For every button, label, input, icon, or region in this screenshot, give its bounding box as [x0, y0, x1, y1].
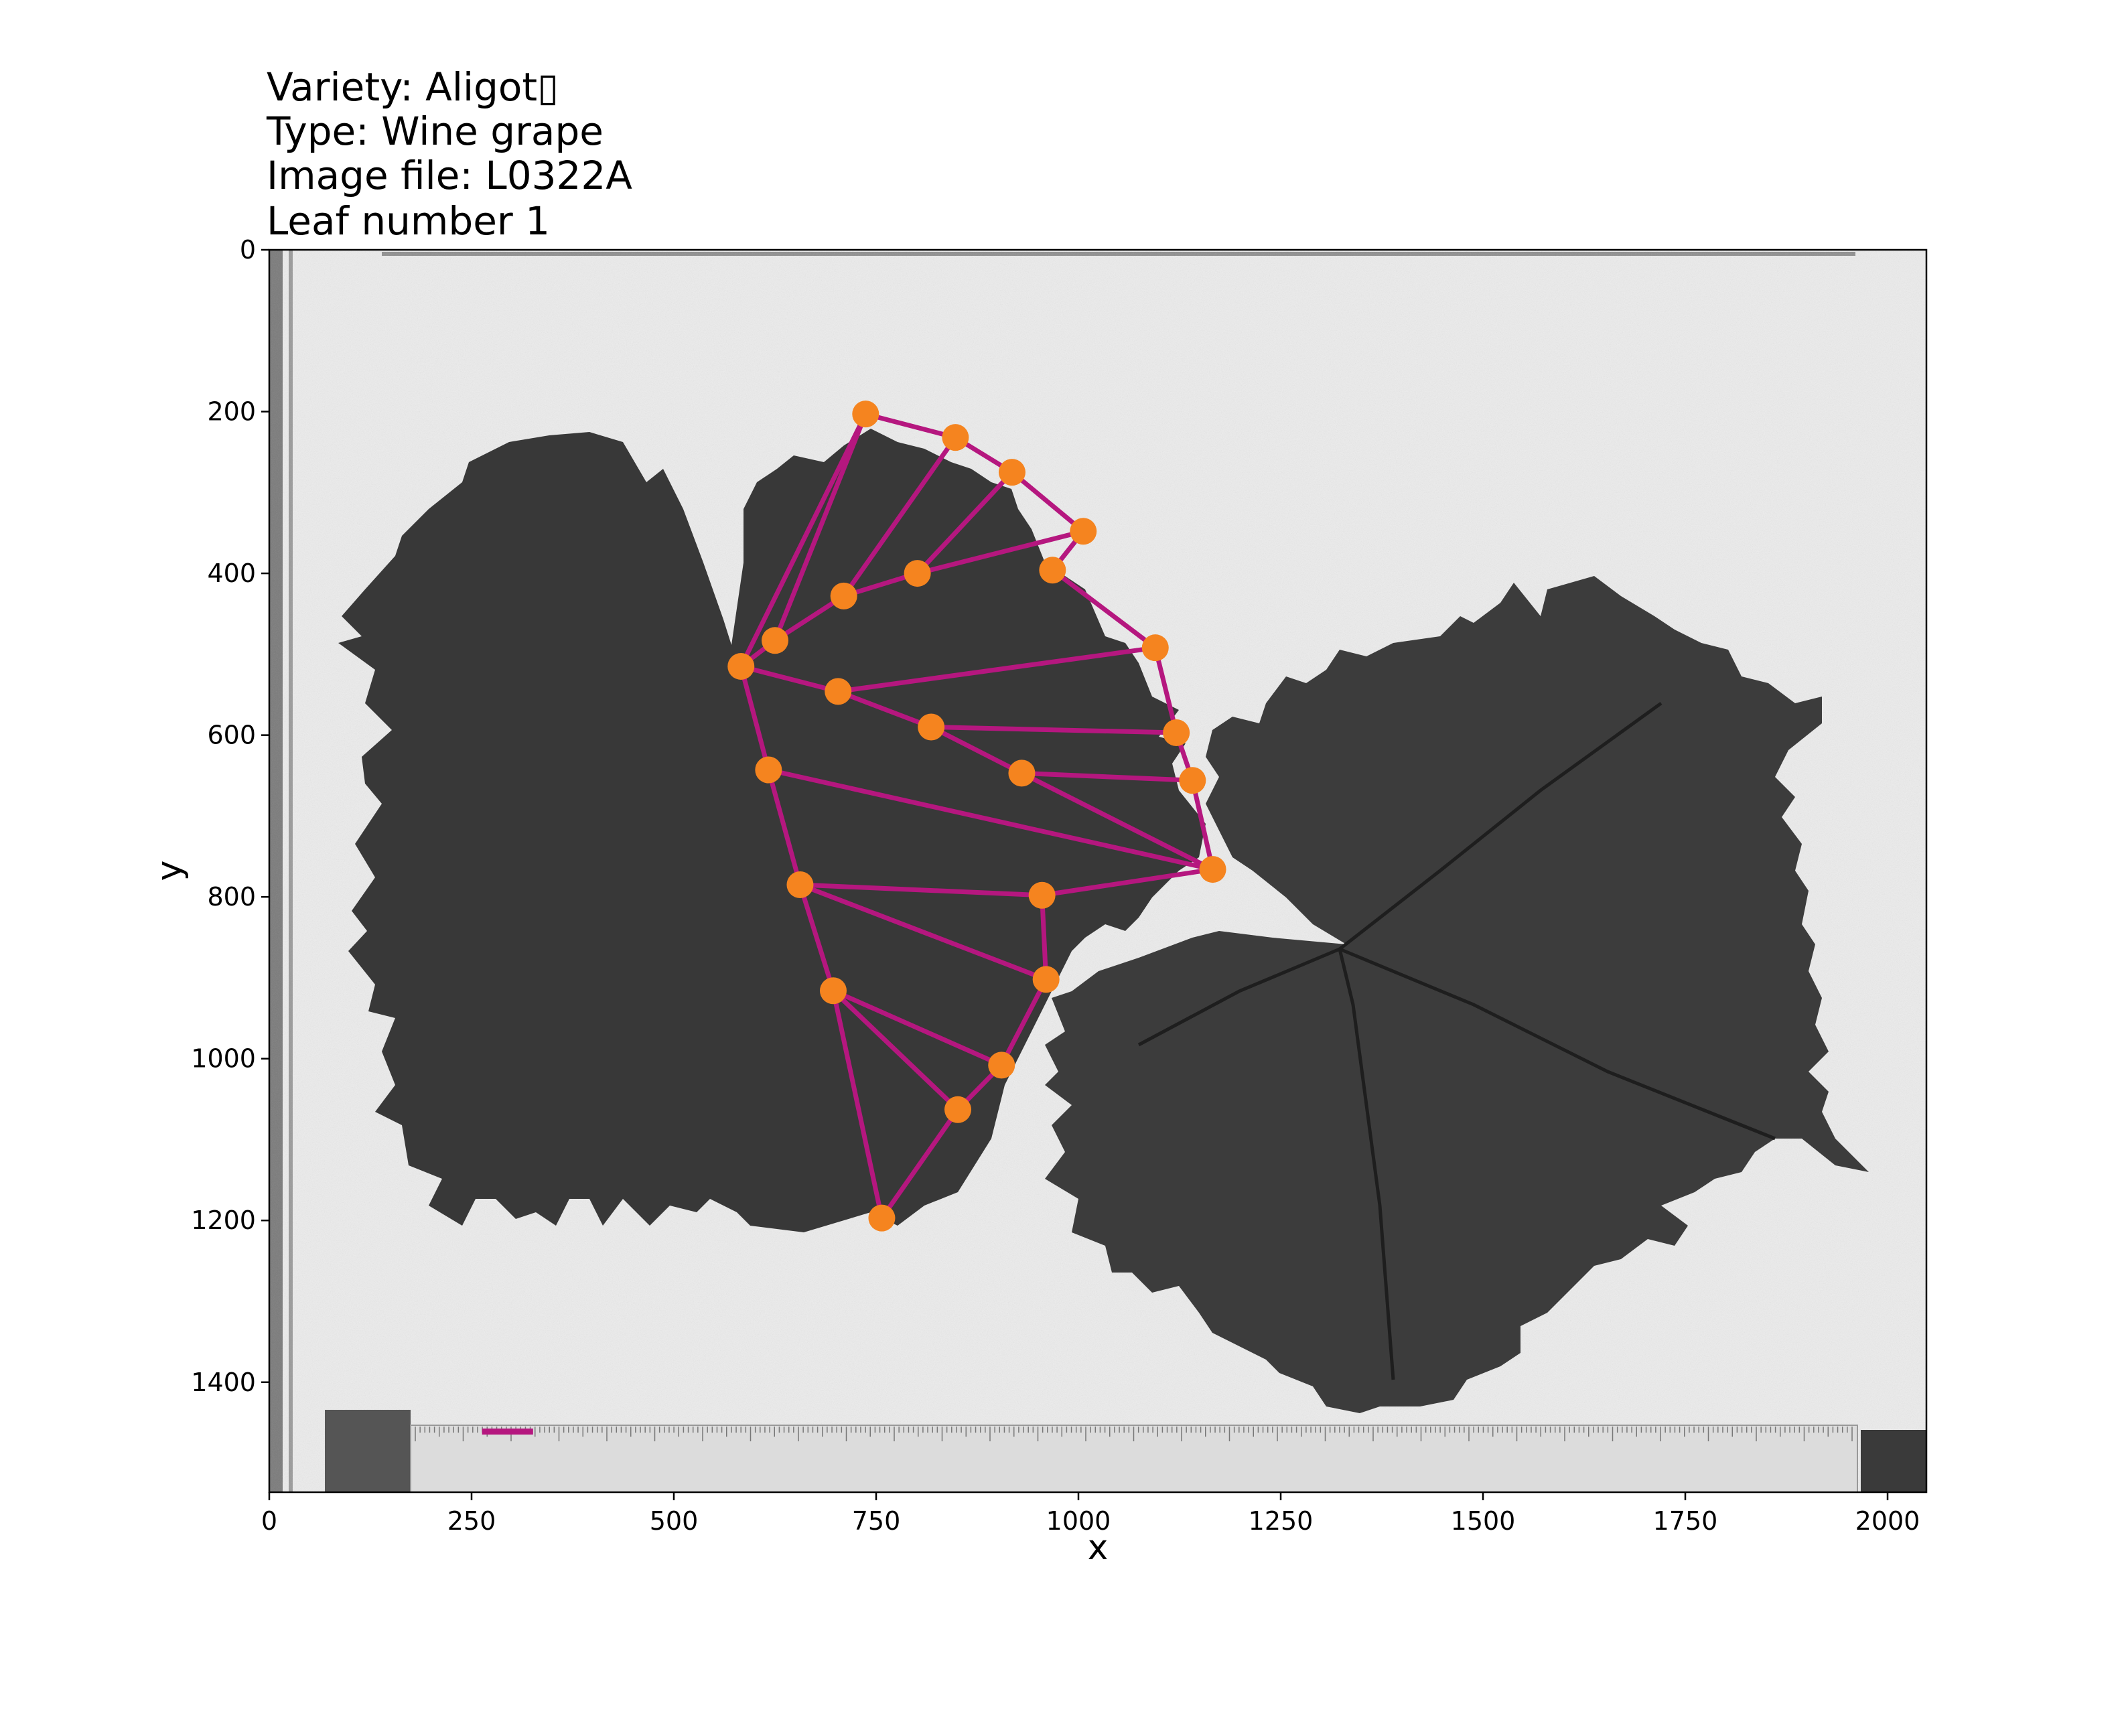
landmark-point — [1028, 881, 1056, 909]
landmark-point — [762, 627, 789, 654]
vein-trace — [1019, 770, 1215, 872]
title-type: Type: Wine grape — [266, 108, 604, 154]
x-tick-label: 1250 — [1249, 1506, 1314, 1536]
y-tick-label: 1400 — [191, 1368, 256, 1397]
landmark-point — [942, 424, 969, 451]
vein-trace — [915, 528, 1086, 576]
vein-trace — [831, 988, 961, 1112]
right-leaf-veins — [1137, 701, 1776, 1380]
y-tick-label: 200 — [207, 397, 256, 427]
landmark-point — [1199, 856, 1226, 883]
photo-background — [269, 250, 1926, 1492]
right-leaf-vein-left — [1137, 947, 1340, 1047]
x-tick-label: 500 — [650, 1506, 699, 1536]
x-tick-label: 2000 — [1855, 1506, 1920, 1536]
landmark-point — [1070, 518, 1097, 545]
landmark-point — [1032, 966, 1060, 993]
x-tick-label: 250 — [447, 1506, 496, 1536]
x-tick-label: 750 — [852, 1506, 901, 1536]
title-leaf-number: Leaf number 1 — [267, 198, 550, 244]
landmark-point — [918, 713, 945, 741]
landmark-point — [988, 1052, 1015, 1079]
y-axis-label: y — [149, 861, 190, 881]
x-axis-label: x — [1088, 1528, 1109, 1568]
x-tick-label: 1000 — [1046, 1506, 1111, 1536]
landmark-point — [868, 1204, 896, 1232]
landmark-point — [1008, 760, 1036, 787]
landmark-points — [727, 401, 1226, 1232]
landmark-point — [1179, 767, 1206, 794]
landmark-point — [904, 560, 931, 587]
landmark-point — [727, 652, 755, 680]
right-leaf-midrib — [1338, 948, 1395, 1380]
y-tick-label: 400 — [207, 559, 256, 588]
x-tick-label: 1500 — [1451, 1506, 1516, 1536]
right-leaf-vein-upper — [1338, 701, 1663, 950]
landmark-point — [830, 582, 857, 609]
landmark-point — [755, 756, 782, 784]
x-tick-label: 0 — [261, 1506, 277, 1536]
landmark-point — [825, 678, 852, 705]
x-axis-ticks: 0 250 500 750 1000 1250 1500 1750 2000 — [261, 1492, 1920, 1536]
vein-trace — [863, 411, 1215, 1221]
ruler-clip-right — [1861, 1430, 1926, 1492]
y-tick-label: 1200 — [191, 1206, 256, 1235]
y-tick-label: 600 — [207, 721, 256, 750]
x-tick-label: 1750 — [1653, 1506, 1718, 1536]
vein-trace — [798, 882, 1045, 898]
left-leaf — [338, 429, 1206, 1232]
ruler-ticks — [415, 1427, 1853, 1441]
landmark-point — [786, 871, 814, 899]
y-tick-label: 1000 — [191, 1044, 256, 1074]
axes-frame — [268, 248, 1928, 1494]
landmark-point — [944, 1096, 972, 1123]
landmark-point — [819, 977, 847, 1005]
title-image-file: Image file: L0322A — [267, 153, 632, 198]
ruler — [325, 1410, 1926, 1492]
landmark-point — [852, 401, 879, 428]
chart-title: Variety: Aligot▯ Type: Wine grape Image … — [266, 64, 632, 244]
landmark-point — [998, 459, 1025, 486]
landmark-point — [1163, 719, 1190, 746]
right-leaf — [1045, 576, 1869, 1413]
vein-trace — [738, 411, 868, 669]
landmark-point — [1039, 557, 1066, 584]
landmark-point — [1141, 634, 1169, 662]
vein-trace — [831, 988, 884, 1221]
y-axis-ticks: 0 200 400 600 800 1000 1200 1400 — [191, 235, 269, 1397]
y-tick-label: 800 — [207, 882, 256, 912]
y-tick-label: 0 — [240, 235, 256, 265]
title-variety: Variety: Aligot▯ — [267, 64, 559, 110]
right-leaf-vein-right — [1339, 947, 1776, 1141]
ruler-clip-left — [325, 1410, 411, 1492]
